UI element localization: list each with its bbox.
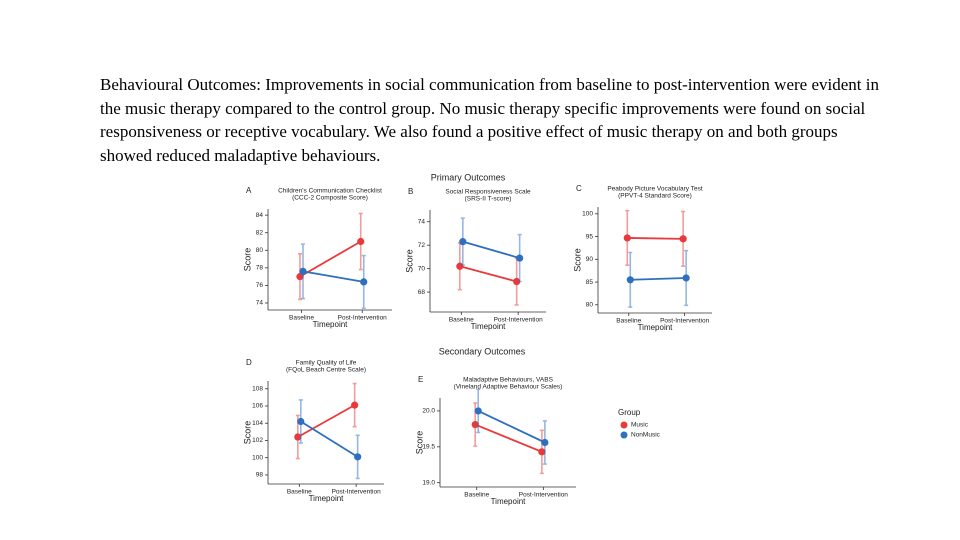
x-tick-label: Baseline bbox=[616, 318, 641, 325]
series-line bbox=[299, 240, 362, 278]
point bbox=[357, 237, 365, 246]
point bbox=[351, 401, 359, 409]
y-tick-label: 72 bbox=[418, 242, 426, 249]
point bbox=[474, 407, 482, 415]
point bbox=[516, 254, 524, 262]
y-tick-label: 74 bbox=[256, 300, 264, 307]
chart-title: Social Responsiveness Scale bbox=[445, 189, 531, 196]
chart-subtitle: (SRS-II T-score) bbox=[465, 196, 512, 203]
point bbox=[297, 417, 305, 426]
y-tick-label: 68 bbox=[418, 289, 426, 296]
series-line bbox=[627, 237, 684, 240]
heading: Secondary Outcomes bbox=[439, 346, 526, 356]
y-tick-label: 100 bbox=[582, 211, 593, 218]
point bbox=[459, 238, 467, 246]
panel-letter: A bbox=[246, 186, 252, 195]
legend-label: NonMusic bbox=[631, 432, 661, 439]
y-tick-label: 19.0 bbox=[422, 479, 435, 486]
y-tick-label: 80 bbox=[586, 302, 594, 309]
y-tick-label: 78 bbox=[256, 265, 264, 272]
series-line bbox=[300, 420, 359, 458]
point bbox=[679, 235, 687, 243]
point bbox=[354, 453, 362, 461]
point bbox=[682, 274, 690, 282]
point bbox=[541, 438, 549, 447]
x-tick-label: Baseline bbox=[464, 492, 489, 499]
y-tick-label: 19.5 bbox=[422, 444, 435, 451]
legend-title: Group bbox=[618, 408, 641, 417]
x-axis-label: Timepoint bbox=[309, 494, 345, 503]
panel-letter: D bbox=[246, 358, 252, 367]
x-tick-label: Baseline bbox=[289, 315, 314, 322]
y-tick-label: 98 bbox=[256, 472, 264, 479]
series-line bbox=[630, 277, 687, 281]
point bbox=[623, 234, 631, 242]
series-line bbox=[302, 270, 364, 283]
x-tick-label: Post-Intervention bbox=[338, 315, 388, 322]
point bbox=[513, 277, 521, 286]
x-axis-label: Timepoint bbox=[491, 497, 527, 506]
chart-title: Maladaptive Behaviours, VABS bbox=[463, 377, 554, 384]
x-axis-label: Timepoint bbox=[313, 320, 349, 329]
chart-subtitle: (FQoL Beach Centre Scale) bbox=[286, 367, 366, 374]
y-axis-label: Score bbox=[414, 431, 424, 455]
heading: Primary Outcomes bbox=[431, 172, 506, 182]
y-tick-label: 76 bbox=[256, 282, 264, 289]
x-axis-label: Timepoint bbox=[471, 322, 507, 331]
x-tick-label: Post-Intervention bbox=[494, 317, 544, 324]
x-tick-label: Baseline bbox=[449, 317, 474, 324]
y-axis-label: Score bbox=[242, 421, 252, 445]
point bbox=[471, 420, 479, 429]
paragraph: Behavioural Outcomes: Improvements in so… bbox=[100, 75, 879, 165]
y-tick-label: 20.0 bbox=[422, 408, 435, 415]
y-tick-label: 74 bbox=[418, 218, 426, 225]
x-tick-label: Post-Intervention bbox=[519, 492, 569, 499]
y-tick-label: 106 bbox=[252, 403, 263, 410]
y-tick-label: 104 bbox=[252, 420, 263, 427]
chart-subtitle: (CCC-2 Composite Score) bbox=[292, 195, 368, 202]
y-axis-label: Score bbox=[404, 249, 414, 273]
legend-marker bbox=[620, 421, 628, 429]
y-tick-label: 108 bbox=[252, 385, 263, 392]
y-axis-label: Score bbox=[572, 248, 582, 272]
panel-letter: E bbox=[418, 375, 423, 384]
chart-subtitle: (PPVT-4 Standard Score) bbox=[618, 193, 692, 200]
chart-title: Peabody Picture Vocabulary Test bbox=[607, 186, 702, 193]
y-tick-label: 85 bbox=[586, 279, 594, 286]
y-tick-label: 102 bbox=[252, 437, 263, 444]
y-tick-label: 84 bbox=[256, 212, 264, 219]
y-tick-label: 82 bbox=[256, 229, 264, 236]
point bbox=[538, 448, 546, 456]
y-tick-label: 100 bbox=[252, 454, 263, 461]
series-line bbox=[297, 404, 356, 438]
chart-title: Children's Communication Checklist bbox=[278, 188, 382, 195]
legend-label: Music bbox=[631, 422, 649, 429]
panel-letter: C bbox=[576, 184, 582, 193]
x-axis-label: Timepoint bbox=[638, 323, 674, 332]
series-line bbox=[477, 410, 546, 444]
y-tick-label: 95 bbox=[586, 233, 594, 240]
x-tick-label: Post-Intervention bbox=[660, 318, 710, 325]
series-line bbox=[462, 240, 520, 259]
series-line bbox=[474, 423, 543, 453]
x-tick-label: Baseline bbox=[287, 489, 312, 496]
y-tick-label: 80 bbox=[256, 247, 264, 254]
point bbox=[360, 278, 368, 286]
legend-marker bbox=[620, 431, 628, 439]
x-tick-label: Post-Intervention bbox=[332, 489, 382, 496]
series-line bbox=[459, 265, 517, 283]
point bbox=[294, 433, 302, 441]
y-tick-label: 70 bbox=[418, 265, 426, 272]
chart-subtitle: (Vineland Adaptive Behaviour Scales) bbox=[454, 384, 563, 391]
y-axis-label: Score bbox=[242, 248, 252, 272]
point bbox=[626, 276, 634, 284]
y-tick-label: 90 bbox=[586, 256, 594, 263]
point bbox=[296, 273, 304, 281]
panel-letter: B bbox=[408, 187, 413, 196]
chart-title: Family Quality of Life bbox=[296, 360, 357, 367]
point bbox=[299, 267, 307, 275]
